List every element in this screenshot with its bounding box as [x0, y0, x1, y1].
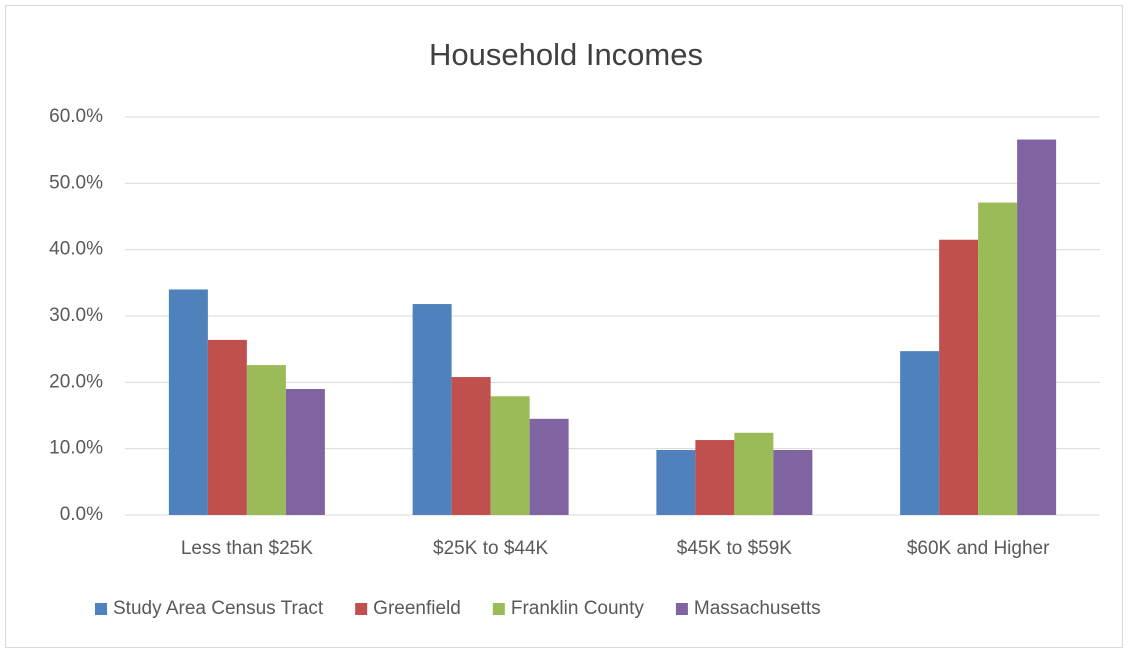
bar	[490, 396, 530, 515]
legend-label: Massachusetts	[694, 598, 821, 619]
bar	[734, 432, 774, 515]
legend-label: Franklin County	[511, 598, 645, 619]
legend-item: Franklin County	[492, 598, 645, 619]
legend-item: Massachusetts	[675, 598, 821, 619]
x-tick-label: $60K and Higher	[907, 538, 1050, 559]
x-tick-label: $45K to $59K	[677, 538, 792, 559]
y-tick-label: 10.0%	[49, 438, 103, 459]
legend-label: Greenfield	[373, 598, 461, 619]
bar	[412, 304, 452, 515]
legend-item: Greenfield	[355, 598, 461, 619]
y-tick-label: 20.0%	[49, 371, 103, 392]
legend-swatch	[492, 603, 505, 615]
legend-swatch	[675, 603, 688, 615]
bar	[451, 377, 491, 515]
bar	[939, 239, 979, 515]
bar	[529, 418, 569, 515]
legend-swatch	[355, 603, 368, 615]
y-tick-label: 50.0%	[49, 172, 103, 193]
y-tick-label: 30.0%	[49, 305, 103, 326]
legend-item: Study Area Census Tract	[95, 598, 324, 619]
y-tick-label: 60.0%	[49, 106, 103, 127]
bar	[168, 289, 208, 515]
x-tick-label: Less than $25K	[181, 538, 313, 559]
bar	[285, 388, 325, 515]
bar	[900, 351, 940, 515]
bar	[207, 339, 247, 515]
legend-label: Study Area Census Tract	[113, 598, 324, 619]
y-tick-label: 40.0%	[49, 239, 103, 260]
legend-swatch	[95, 603, 107, 615]
chart-title: Household Incomes	[429, 37, 703, 72]
bar	[978, 202, 1018, 515]
bar	[773, 449, 813, 515]
bar	[246, 365, 286, 515]
bar	[1017, 139, 1057, 515]
x-tick-label: $25K to $44K	[433, 538, 548, 559]
bar	[656, 449, 696, 515]
bar	[695, 440, 735, 515]
y-tick-label: 0.0%	[60, 504, 103, 525]
